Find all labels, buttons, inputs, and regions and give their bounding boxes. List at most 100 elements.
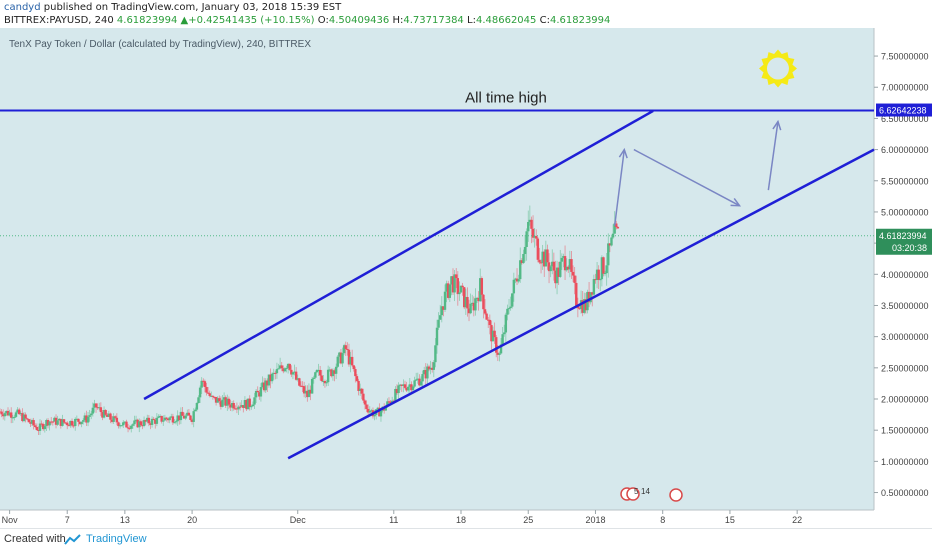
- candle-body: [134, 419, 138, 421]
- candle-body: [107, 413, 111, 417]
- time-axis[interactable]: [0, 510, 874, 528]
- all-time-high-tag-label: 6.62642238: [879, 106, 927, 116]
- candle-body: [402, 384, 405, 386]
- candle-body: [435, 327, 439, 346]
- candle-body: [475, 297, 479, 299]
- candle-body: [238, 406, 242, 408]
- candle-body: [317, 369, 320, 371]
- candle-body: [560, 257, 564, 262]
- x-tick-label: 13: [120, 515, 130, 525]
- x-tick-label: 20: [187, 515, 197, 525]
- candle-body: [450, 276, 453, 285]
- candle-body: [13, 416, 16, 418]
- author-link[interactable]: candyd: [4, 2, 41, 13]
- candle-body: [366, 408, 370, 413]
- candle-body: [48, 421, 51, 426]
- candle-body: [350, 356, 354, 366]
- candle-body: [250, 406, 253, 408]
- candle-body: [384, 406, 387, 411]
- y-tick-label: 4.00000000: [881, 270, 929, 280]
- x-tick-label: Nov: [2, 515, 19, 525]
- candle-body: [429, 367, 432, 370]
- candle-body: [0, 411, 3, 415]
- y-tick-label: 0.50000000: [881, 488, 929, 498]
- candle-body: [487, 319, 490, 321]
- candle-body: [126, 427, 130, 429]
- candle-body: [406, 386, 410, 391]
- candle-body: [152, 418, 155, 420]
- us-flag-event-icon[interactable]: [669, 488, 683, 502]
- symbol-line: BITTREX:PAYUSD, 240 4.61823994 ▲+0.42541…: [4, 15, 610, 26]
- forecast-arrowhead: [730, 198, 742, 207]
- candle-body: [376, 407, 379, 410]
- candle-body: [266, 380, 269, 386]
- candle-body: [427, 366, 431, 370]
- candle-body: [259, 387, 263, 397]
- candle-body: [591, 292, 594, 295]
- candle-body: [523, 246, 527, 254]
- candle-body: [138, 421, 141, 428]
- candle-body: [543, 251, 546, 267]
- candle-body: [162, 420, 165, 422]
- candle-body: [141, 425, 144, 427]
- candle-body: [24, 414, 27, 419]
- candle-body: [403, 384, 407, 388]
- candle-body: [395, 388, 399, 394]
- candle-body: [187, 412, 191, 416]
- candle-body: [355, 376, 359, 381]
- candle-body: [50, 421, 53, 423]
- candle-body: [214, 396, 218, 403]
- candle-body: [150, 418, 154, 425]
- candle-body: [352, 365, 355, 370]
- candle-body: [336, 356, 339, 367]
- candle-body: [312, 377, 315, 379]
- candle-body: [205, 386, 208, 393]
- candle-body: [522, 253, 525, 264]
- candle-body: [603, 273, 607, 275]
- candle-body: [573, 275, 576, 283]
- candle-body: [333, 370, 336, 374]
- candle-body: [587, 291, 591, 303]
- candle-body: [96, 407, 99, 409]
- candle-body: [339, 352, 343, 364]
- candle-body: [459, 285, 463, 293]
- candle-body: [269, 374, 272, 382]
- candle-body: [512, 279, 516, 294]
- candle-body: [397, 385, 400, 394]
- candle-body: [421, 374, 424, 382]
- candle-body: [181, 411, 184, 416]
- us-flag-event-icon[interactable]: [626, 487, 640, 501]
- candle-body: [112, 416, 115, 422]
- low-label: L:: [467, 15, 476, 26]
- candle-body: [610, 237, 613, 246]
- candle-body: [6, 410, 10, 416]
- candle-body: [499, 344, 503, 354]
- up-arrow-icon: ▲: [180, 15, 189, 26]
- candle-body: [80, 421, 83, 425]
- candle-body: [405, 387, 408, 391]
- candle-body: [32, 420, 35, 426]
- candle-body: [314, 372, 317, 378]
- candle-body: [389, 401, 392, 404]
- event-icons[interactable]: 5 14: [620, 487, 683, 502]
- candle-body: [544, 249, 548, 267]
- candle-body: [66, 422, 69, 426]
- candle-body: [608, 243, 612, 246]
- candle-body: [149, 423, 152, 425]
- candle-body: [165, 417, 168, 419]
- candle-body: [600, 257, 604, 280]
- candle-body: [213, 396, 216, 398]
- candle-body: [491, 330, 495, 342]
- y-tick-label: 1.00000000: [881, 457, 929, 467]
- candle-body: [54, 417, 58, 425]
- candle-body: [562, 256, 565, 258]
- candle-body: [344, 345, 347, 349]
- candle-body: [595, 269, 599, 280]
- candle-body: [91, 407, 95, 414]
- price-chart[interactable]: TenX Pay Token / Dollar (calculated by T…: [0, 28, 932, 528]
- candle-body: [422, 370, 426, 375]
- last-price-text: 4.61823994: [116, 15, 178, 26]
- candle-body: [229, 404, 232, 408]
- candle-body: [248, 398, 251, 407]
- tradingview-brand-link[interactable]: TradingView: [86, 533, 147, 545]
